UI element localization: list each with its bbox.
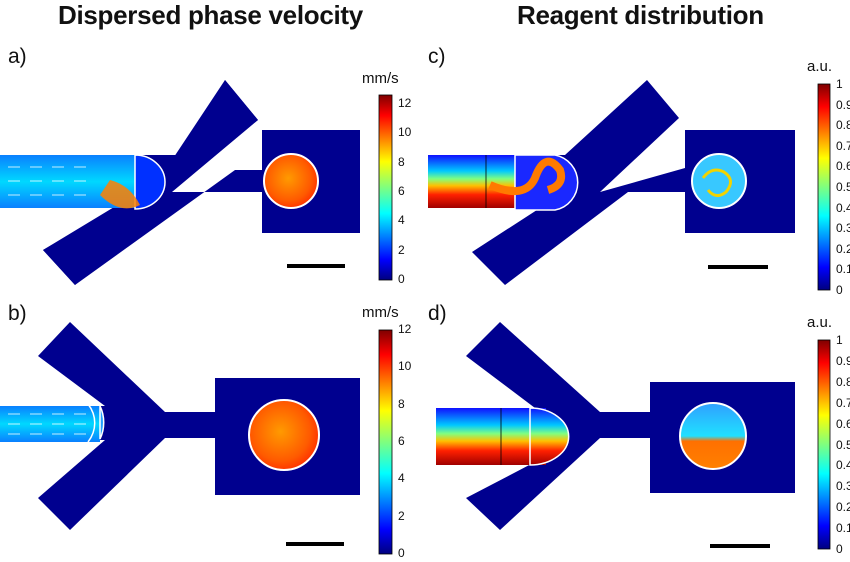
colorbar-tick-label: 10 <box>398 359 412 374</box>
colorbar-tick-label: 0.1 <box>836 262 850 277</box>
panel-label-c: c) <box>428 45 446 68</box>
plug-cap <box>99 405 105 440</box>
panel-label-a: a) <box>8 45 27 68</box>
scale-bar <box>287 264 345 268</box>
colorbar-tick-label: 0.8 <box>836 374 850 389</box>
colorbar-tick-label: 0 <box>836 542 843 556</box>
colorbar-b-unit: mm/s <box>362 304 399 321</box>
droplet <box>691 153 747 209</box>
droplet <box>248 399 320 471</box>
scale-bar <box>708 265 768 269</box>
colorbar-tick-label: 12 <box>398 96 412 110</box>
colorbar-d <box>817 339 831 550</box>
colorbar-tick-label: 0 <box>836 283 843 297</box>
colorbar-tick-label: 0.9 <box>836 97 850 112</box>
colorbar-tick-label: 0.7 <box>836 138 850 153</box>
droplet <box>679 402 747 470</box>
scale-bar <box>286 542 344 546</box>
colorbar-d-unit: a.u. <box>807 314 833 331</box>
colorbar-a <box>378 94 393 281</box>
droplet-swirl <box>701 168 732 197</box>
colorbar-c <box>817 83 831 291</box>
title-dispersed-phase-velocity: Dispersed phase velocity <box>58 0 363 30</box>
velocity-arrows <box>8 413 86 435</box>
panel-label-d: d) <box>428 302 447 325</box>
colorbar-tick-label: 0.9 <box>836 353 850 368</box>
colorbar-tick-label: 0 <box>398 546 405 560</box>
panel-label-b: b) <box>8 302 27 325</box>
velocity-arrows <box>8 166 86 196</box>
channel-network <box>428 80 795 285</box>
reagent-swirl <box>488 157 566 196</box>
droplet <box>263 153 319 209</box>
colorbar-tick-label: 0.2 <box>836 241 850 256</box>
panel-b-geometry <box>0 322 360 546</box>
colorbar-tick-label: 0 <box>398 272 405 286</box>
dispersed-plug <box>436 408 546 465</box>
colorbar-tick-label: 6 <box>398 434 405 448</box>
colorbar-tick-label: 0.8 <box>836 118 850 133</box>
plug-cap-hotspot <box>100 180 140 209</box>
colorbar-tick-label: 1 <box>836 77 843 91</box>
colorbar-tick-label: 1 <box>836 333 843 347</box>
channel-network <box>436 322 795 530</box>
colorbar-tick-label: 2 <box>398 508 405 523</box>
colorbar-tick-label: 0.6 <box>836 416 850 431</box>
panel-d-geometry <box>436 322 795 548</box>
colorbar-tick-label: 0.3 <box>836 479 850 494</box>
panel-a-geometry <box>0 80 360 285</box>
colorbar-tick-label: 0.1 <box>836 521 850 536</box>
colorbar-tick-label: 0.3 <box>836 221 850 236</box>
colorbar-tick-label: 8 <box>398 396 405 411</box>
scale-bar <box>710 544 770 548</box>
colorbar-tick-label: 12 <box>398 322 412 336</box>
colorbar-tick-label: 0.2 <box>836 500 850 515</box>
colorbar-tick-label: 8 <box>398 154 405 169</box>
colorbar-tick-label: 4 <box>398 213 405 228</box>
plug-cap <box>134 154 166 210</box>
colorbar-tick-label: 2 <box>398 242 405 257</box>
colorbar-a-unit: mm/s <box>362 70 399 87</box>
colorbar-tick-label: 4 <box>398 471 405 486</box>
panel-c-geometry <box>428 80 795 285</box>
colorbar-tick-label: 0.6 <box>836 159 850 174</box>
colorbar-tick-label: 0.4 <box>836 458 850 473</box>
colorbar-c-unit: a.u. <box>807 58 833 75</box>
colorbar-tick-label: 0.7 <box>836 395 850 410</box>
colorbar-b <box>378 329 393 555</box>
colorbar-tick-label: 6 <box>398 184 405 198</box>
plug-cap-outline <box>87 403 96 443</box>
colorbar-tick-label: 0.4 <box>836 200 850 215</box>
title-reagent-distribution: Reagent distribution <box>517 0 764 30</box>
colorbar-tick-label: 0.5 <box>836 180 850 194</box>
colorbar-tick-label: 10 <box>398 125 412 140</box>
plug-cap <box>529 407 570 466</box>
colorbar-tick-label: 0.5 <box>836 437 850 452</box>
channel-network <box>0 322 360 530</box>
